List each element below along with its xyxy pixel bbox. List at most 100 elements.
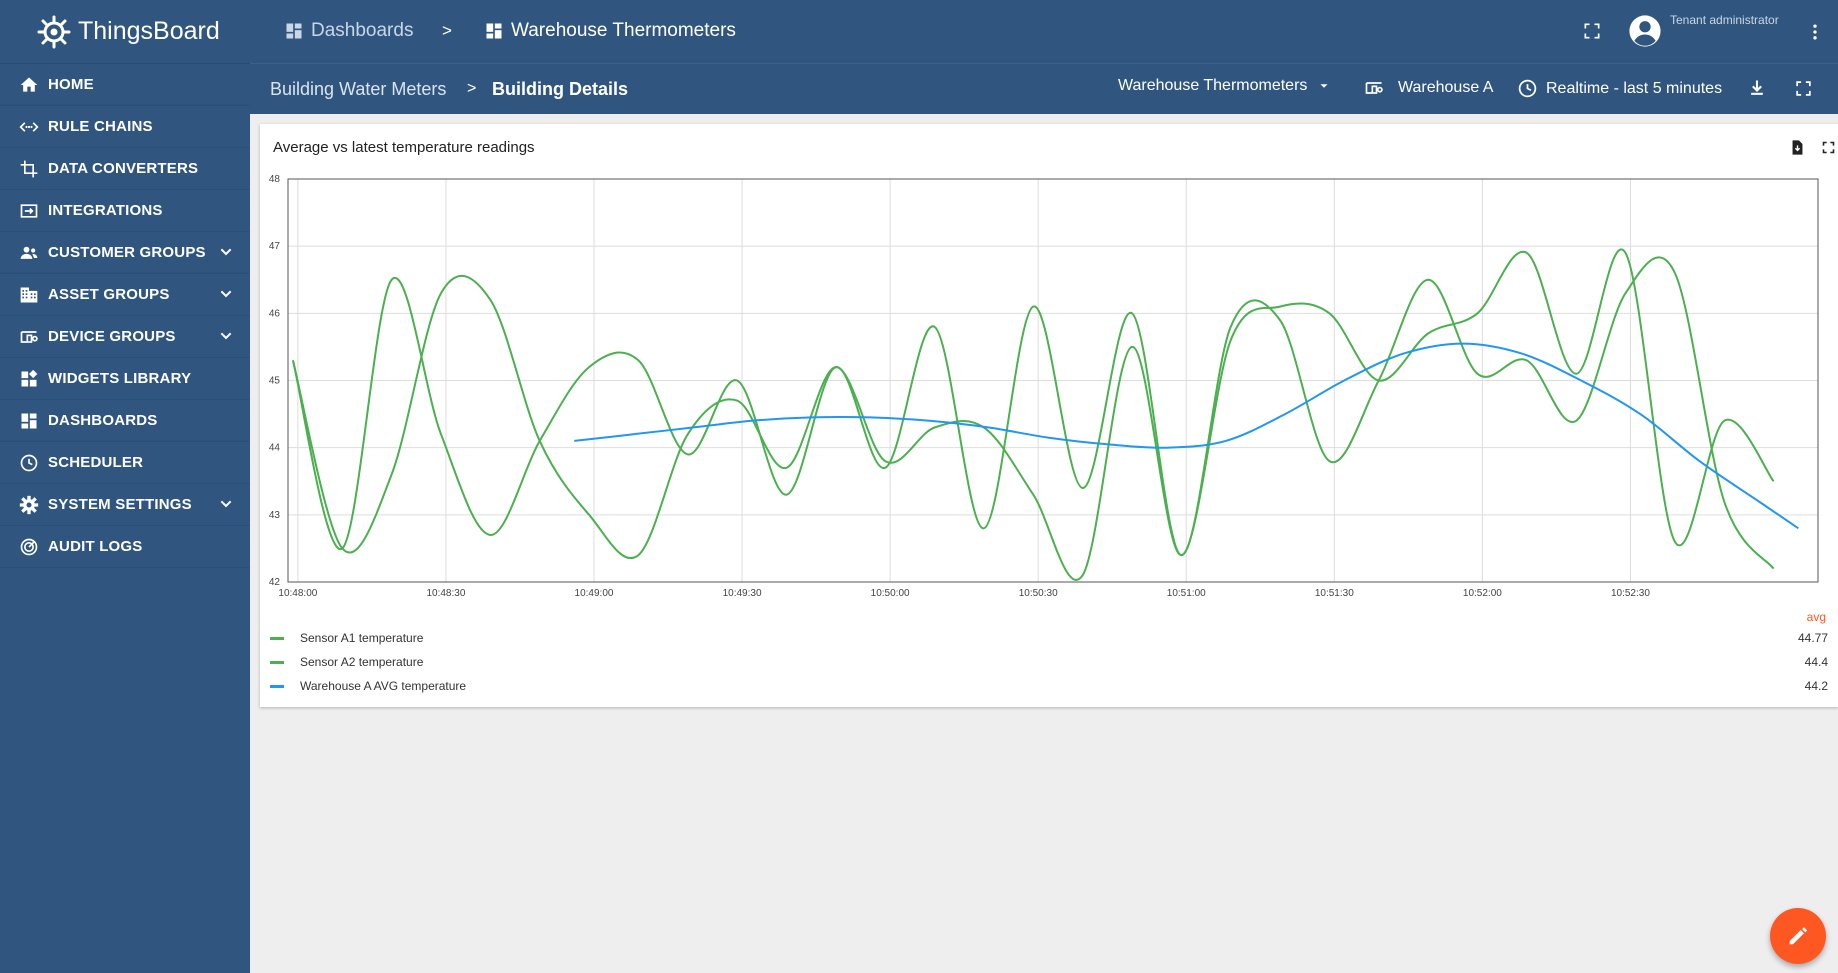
file-download-icon xyxy=(1792,140,1803,155)
input-icon xyxy=(18,200,40,222)
x-tick-label: 10:52:30 xyxy=(1611,588,1650,599)
x-tick-label: 10:48:00 xyxy=(278,588,317,599)
sidebar-item-audit-logs[interactable]: AUDIT LOGS xyxy=(0,526,250,568)
widgets-icon xyxy=(18,368,40,390)
sidebar-item-dashboards[interactable]: DASHBOARDS xyxy=(0,400,250,442)
legend-value: 44.4 xyxy=(1804,655,1828,669)
y-tick-label: 48 xyxy=(269,174,281,185)
track-changes-icon xyxy=(18,536,40,558)
legend-label: Warehouse A AVG temperature xyxy=(300,679,467,693)
sidebar: ThingsBoard HOME RULE CHAINS DATA CONVER… xyxy=(0,0,250,973)
sidebar-item-label: AUDIT LOGS xyxy=(48,538,143,555)
entity-alias-select[interactable]: Warehouse A xyxy=(1362,78,1493,98)
sidebar-item-label: SYSTEM SETTINGS xyxy=(48,496,192,513)
chevron-down-icon[interactable] xyxy=(218,286,234,306)
sidebar-item-label: DASHBOARDS xyxy=(48,412,158,429)
legend-item[interactable]: Sensor A2 temperature 44.4 xyxy=(270,652,1828,672)
widget-fullscreen-button[interactable] xyxy=(1821,140,1836,160)
x-tick-label: 10:49:30 xyxy=(723,588,762,599)
chevron-down-icon[interactable] xyxy=(218,496,234,516)
state-breadcrumb-separator: > xyxy=(467,80,477,97)
sidebar-item-label: INTEGRATIONS xyxy=(48,202,163,219)
chevron-down-icon[interactable] xyxy=(218,244,234,264)
dashboard-icon xyxy=(486,23,502,39)
legend-value: 44.2 xyxy=(1804,679,1828,693)
edit-dashboard-button[interactable] xyxy=(1770,908,1826,964)
y-tick-label: 45 xyxy=(269,376,281,387)
clock-icon xyxy=(1518,79,1537,98)
legend-swatch xyxy=(270,636,284,640)
sidebar-item-label: CUSTOMER GROUPS xyxy=(48,244,206,261)
legend-item[interactable]: Warehouse A AVG temperature 44.2 xyxy=(270,676,1828,696)
sidebar-item-integrations[interactable]: INTEGRATIONS xyxy=(0,190,250,232)
sidebar-item-scheduler[interactable]: SCHEDULER xyxy=(0,442,250,484)
sidebar-item-customer-groups[interactable]: CUSTOMER GROUPS xyxy=(0,232,250,274)
user-role: Tenant administrator xyxy=(1670,13,1779,27)
more-menu-button[interactable] xyxy=(1805,20,1825,44)
top-toolbar: Dashboards > Warehouse Thermometers Tena… xyxy=(250,0,1838,63)
series-line-1 xyxy=(291,256,1775,570)
breadcrumb-parent-label: Dashboards xyxy=(311,20,414,41)
breadcrumb-dashboards[interactable]: Dashboards xyxy=(284,20,413,42)
legend-item[interactable]: Sensor A1 temperature 44.77 xyxy=(270,628,1828,648)
x-tick-label: 10:51:00 xyxy=(1167,588,1206,599)
fullscreen-icon xyxy=(1822,141,1835,154)
x-tick-label: 10:49:00 xyxy=(575,588,614,599)
fullscreen-icon xyxy=(1584,23,1600,39)
plot-border xyxy=(287,178,1819,583)
sidebar-item-label: SCHEDULER xyxy=(48,454,144,471)
app-name: ThingsBoard xyxy=(78,17,220,45)
chevron-down-icon[interactable] xyxy=(218,328,234,348)
sidebar-menu: HOME RULE CHAINS DATA CONVERTERS INTEGRA… xyxy=(0,64,250,568)
sidebar-item-home[interactable]: HOME xyxy=(0,64,250,106)
download-icon xyxy=(1751,80,1763,95)
y-tick-label: 47 xyxy=(269,241,281,252)
widget-title: Average vs latest temperature readings xyxy=(273,139,535,156)
breadcrumb-separator: > xyxy=(442,21,452,40)
dashboard-select-value: Warehouse Thermometers xyxy=(1118,77,1308,94)
home-icon xyxy=(18,74,40,96)
x-tick-label: 10:50:00 xyxy=(871,588,910,599)
breadcrumb-current-label: Warehouse Thermometers xyxy=(511,20,736,41)
entity-alias-label: Warehouse A xyxy=(1398,79,1494,96)
state-breadcrumb-parent[interactable]: Building Water Meters xyxy=(270,79,447,99)
fullscreen-icon xyxy=(1796,81,1811,96)
devices-other-icon xyxy=(18,326,40,348)
user-avatar[interactable] xyxy=(1628,14,1662,48)
legend-label: Sensor A1 temperature xyxy=(300,631,424,645)
crop-icon xyxy=(18,158,40,180)
y-tick-label: 43 xyxy=(269,510,281,521)
sidebar-item-label: WIDGETS LIBRARY xyxy=(48,370,192,387)
series-line-2 xyxy=(291,248,1775,581)
sidebar-item-rule-chains[interactable]: RULE CHAINS xyxy=(0,106,250,148)
dashboard-select[interactable]: Warehouse Thermometers xyxy=(1118,77,1331,95)
fullscreen-button[interactable] xyxy=(1582,21,1602,41)
dashboard-icon xyxy=(18,410,40,432)
dashboard-icon xyxy=(286,23,302,39)
timewindow-button[interactable]: Realtime - last 5 minutes xyxy=(1517,78,1722,99)
dashboard-fullscreen-button[interactable] xyxy=(1794,79,1813,98)
breadcrumb-current: Warehouse Thermometers xyxy=(484,20,736,42)
more-vert-icon xyxy=(1813,24,1817,40)
domain-icon xyxy=(18,284,40,306)
series-line-3 xyxy=(574,342,1799,530)
legend-header-avg: avg xyxy=(1806,610,1826,624)
x-tick-label: 10:51:30 xyxy=(1315,588,1354,599)
sidebar-item-asset-groups[interactable]: ASSET GROUPS xyxy=(0,274,250,316)
sidebar-item-data-converters[interactable]: DATA CONVERTERS xyxy=(0,148,250,190)
y-tick-label: 42 xyxy=(269,577,281,588)
settings-icon xyxy=(18,494,40,516)
legend-swatch xyxy=(270,660,284,664)
app-logo[interactable]: ThingsBoard xyxy=(0,0,250,64)
sidebar-item-label: HOME xyxy=(48,76,94,93)
dropdown-arrow-icon xyxy=(1320,84,1328,88)
line-chart[interactable]: 42 43 44 45 46 47 48 10:48:00 10:48:30 10:49:00 10… xyxy=(260,124,1838,614)
legend-value: 44.77 xyxy=(1797,631,1828,645)
widget-export-button[interactable] xyxy=(1789,139,1806,161)
export-button[interactable] xyxy=(1747,78,1767,98)
x-tick-label: 10:48:30 xyxy=(426,588,465,599)
sidebar-item-system-settings[interactable]: SYSTEM SETTINGS xyxy=(0,484,250,526)
sidebar-item-widgets-library[interactable]: WIDGETS LIBRARY xyxy=(0,358,250,400)
sidebar-item-device-groups[interactable]: DEVICE GROUPS xyxy=(0,316,250,358)
dashboard-toolbar: Building Water Meters > Building Details… xyxy=(250,63,1838,114)
